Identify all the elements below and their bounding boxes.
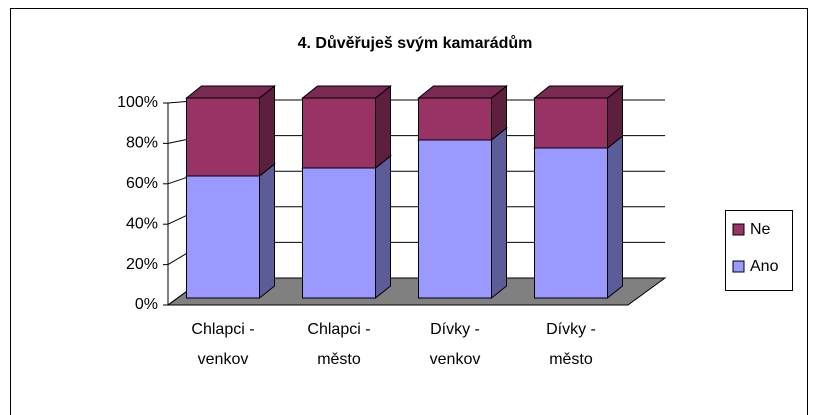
- bar-front: [186, 175, 260, 299]
- bar-front: [186, 97, 260, 177]
- bar-front: [418, 139, 492, 299]
- x-tick-label: Dívky - město: [546, 321, 596, 368]
- legend-swatch: [732, 223, 745, 236]
- y-tick-label: 100%: [117, 94, 158, 111]
- legend-label: Ano: [750, 258, 779, 275]
- bar-front: [534, 147, 608, 299]
- bar-segment: [417, 84, 508, 142]
- x-tick-label: Chlapci - město: [307, 321, 371, 368]
- legend-label: Ne: [750, 221, 771, 238]
- bar-segment: [185, 162, 276, 300]
- chart-border: [10, 8, 808, 415]
- bar-side: [607, 134, 623, 300]
- bar-segment: [185, 84, 276, 178]
- bar-segment: [533, 134, 624, 300]
- bar-side: [375, 84, 391, 170]
- bar-top: [185, 85, 276, 99]
- bar-segment: [301, 84, 392, 170]
- bar-segment: [417, 126, 508, 300]
- bar-segment: [301, 154, 392, 300]
- y-tick-label: 40%: [126, 215, 158, 232]
- bar-side: [375, 154, 391, 300]
- y-tick-label: 80%: [126, 135, 158, 152]
- bar-side: [259, 162, 275, 300]
- y-tick-label: 60%: [126, 175, 158, 192]
- bar-front: [418, 97, 492, 141]
- bar-top: [417, 85, 508, 99]
- x-tick-label: Chlapci - venkov: [191, 321, 255, 368]
- bar-front: [534, 97, 608, 149]
- y-tick-label: 20%: [126, 256, 158, 273]
- bar-side: [491, 126, 507, 300]
- bar-front: [302, 97, 376, 169]
- bar-top: [533, 85, 624, 99]
- bar-front: [302, 167, 376, 299]
- x-tick-label: Dívky - venkov: [429, 321, 481, 368]
- legend-swatch: [732, 260, 745, 273]
- chart-title: 4. Důvěřuješ svým kamarádům: [298, 35, 533, 52]
- bar-segment: [533, 84, 624, 150]
- bar-side: [259, 84, 275, 178]
- bar-top: [301, 85, 392, 99]
- y-tick-label: 0%: [135, 296, 158, 313]
